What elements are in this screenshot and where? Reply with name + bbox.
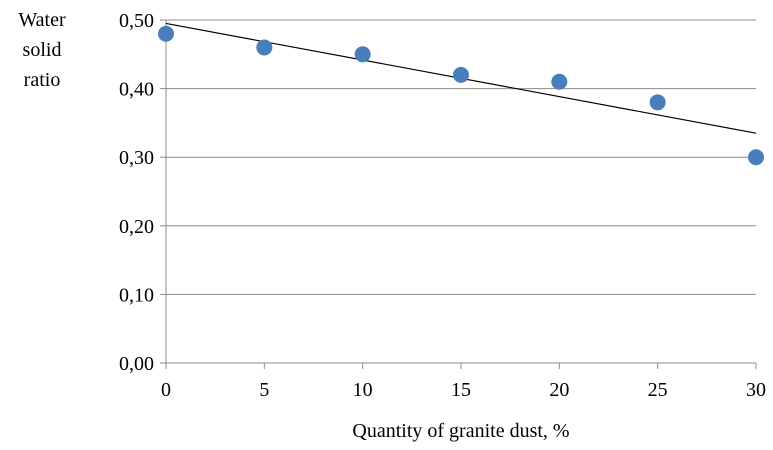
x-tick-label-3: 15 [451,379,471,401]
data-point-0-5 [649,94,666,111]
y-axis-title-line-2: solid [23,39,62,61]
y-tick-label-4: 0,40 [119,79,154,101]
x-tick-label-4: 20 [549,379,569,401]
x-tick-label-2: 10 [353,379,373,401]
y-axis-title-line-1: Water [18,9,66,31]
y-tick-label-3: 0,30 [119,147,154,169]
x-tick-label-0: 0 [161,379,171,401]
data-point-0-2 [354,46,371,63]
y-tick-label-1: 0,10 [119,284,154,306]
y-axis-title-line-3: ratio [24,69,61,91]
axes [160,19,757,369]
data-point-0-6 [748,149,764,166]
data-points [158,25,764,166]
data-point-0-3 [453,66,469,83]
x-tick-label-6: 30 [746,379,766,401]
y-axis-title: Water solid ratio [18,9,66,91]
gridlines [166,19,756,295]
y-tick-label-5: 0,50 [119,10,154,32]
x-tick-label-5: 25 [648,379,668,401]
y-tick-label-0: 0,00 [119,353,154,375]
x-axis-title: Quantity of granite dust, % [352,420,569,442]
x-tick-label-1: 5 [259,379,269,401]
data-point-0-1 [256,39,273,56]
tick-labels: 0,00 0,10 0,20 0,30 0,40 0,50 0 5 10 15 20 25 30 [119,10,766,401]
data-point-0-4 [551,73,568,90]
data-point-0-0 [158,25,174,42]
y-tick-label-2: 0,20 [119,216,154,238]
